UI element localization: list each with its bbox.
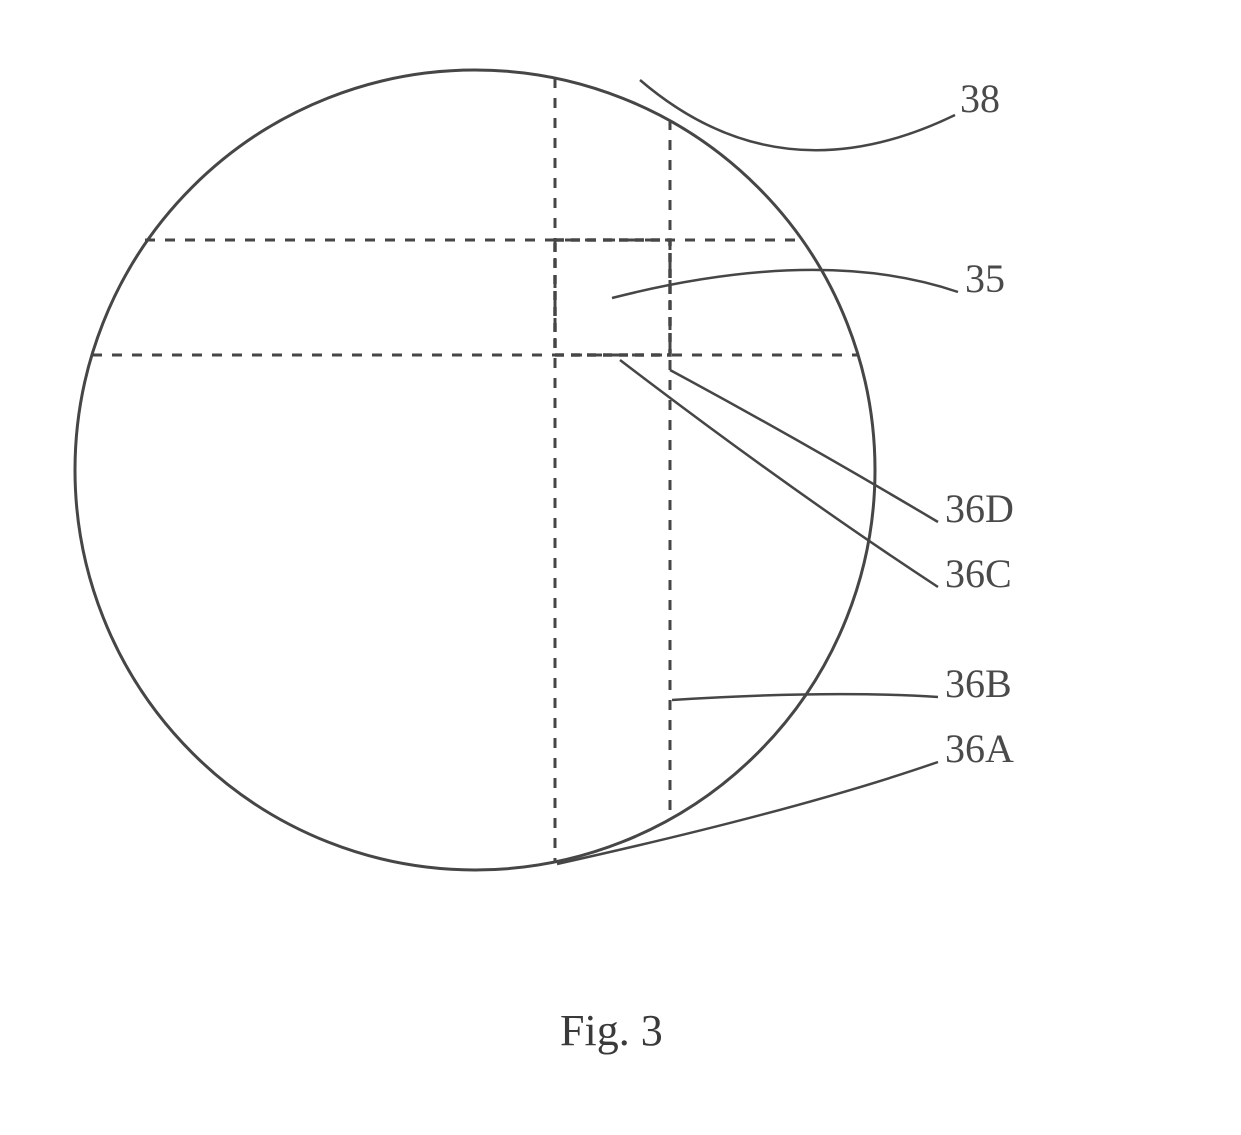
diagram-svg (0, 0, 1241, 1135)
leader-35 (612, 270, 958, 298)
leader-36d (670, 370, 938, 522)
label-38: 38 (960, 75, 1000, 122)
leader-36a (557, 762, 938, 864)
label-36a: 36A (945, 725, 1014, 772)
outer-circle (75, 70, 875, 870)
leader-36c (620, 360, 938, 587)
label-36d: 36D (945, 485, 1014, 532)
figure-caption: Fig. 3 (560, 1005, 663, 1056)
label-36b: 36B (945, 660, 1012, 707)
label-35: 35 (965, 255, 1005, 302)
figure-canvas: 38 35 36D 36C 36B 36A Fig. 3 (0, 0, 1241, 1135)
label-36c: 36C (945, 550, 1012, 597)
leader-38 (640, 80, 955, 150)
